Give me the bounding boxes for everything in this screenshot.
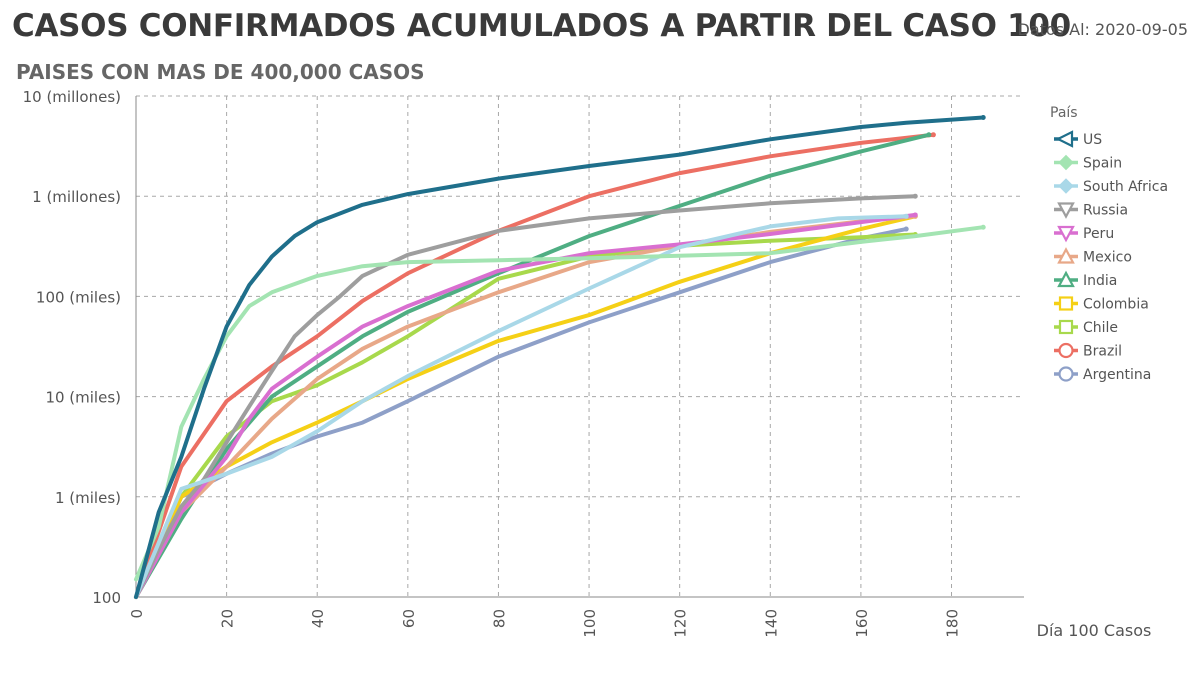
legend-item-spain: Spain	[1054, 154, 1122, 172]
series-line-chile	[134, 232, 918, 599]
y-tick-label: 100	[92, 589, 121, 607]
series-line-india	[134, 132, 931, 599]
legend-label: Argentina	[1083, 367, 1151, 383]
series-end-point	[926, 132, 932, 138]
x-tick-label: 160	[853, 609, 871, 638]
legend-marker-square	[1058, 319, 1074, 335]
legend-marker-triangle-up	[1057, 270, 1075, 288]
series-end-point	[912, 193, 918, 199]
series-line-brazil	[134, 132, 936, 599]
legend-item-russia: Russia	[1054, 202, 1128, 219]
legend-label: Spain	[1083, 156, 1122, 172]
legend-marker-triangle-up	[1057, 247, 1075, 264]
x-tick-label: 80	[490, 609, 508, 628]
series-end-point	[930, 132, 936, 138]
legend-marker-circle	[1058, 342, 1074, 359]
legend: País US Spain South Africa Russia Peru Mexico I…	[1050, 105, 1168, 383]
legend-marker-triangle-down	[1057, 202, 1075, 219]
legend-marker-square	[1058, 296, 1074, 311]
legend-item-india: India	[1054, 270, 1117, 289]
legend-title: País	[1050, 105, 1078, 121]
legend-item-colombia: Colombia	[1054, 296, 1149, 313]
chart-title: CASOS CONFIRMADOS ACUMULADOS A PARTIR DE…	[12, 8, 1071, 44]
x-tick-label: 20	[219, 609, 237, 628]
chart-subtitle: PAISES CON MAS DE 400,000 CASOS	[16, 60, 425, 84]
legend-label: Chile	[1083, 320, 1118, 336]
legend-marker-triangle-down	[1057, 225, 1075, 243]
legend-marker-diamond	[1058, 154, 1074, 171]
series-end-point	[912, 212, 918, 218]
x-tick-label: 0	[128, 609, 146, 619]
legend-item-argentina: Argentina	[1054, 366, 1151, 383]
legend-item-mexico: Mexico	[1054, 247, 1132, 266]
y-tick-label: 10 (millones)	[23, 88, 121, 106]
gridlines	[136, 95, 1024, 598]
y-tick-label: 100 (miles)	[36, 288, 121, 306]
axes: 100 1 (miles) 10 (miles) 100 (miles) 1 (mill…	[23, 88, 1152, 640]
y-tick-label: 1 (millones)	[32, 188, 121, 206]
legend-item-south-africa: South Africa	[1054, 178, 1168, 195]
y-tick-label: 10 (miles)	[45, 389, 121, 407]
legend-item-brazil: Brazil	[1054, 342, 1122, 360]
legend-label: Peru	[1083, 226, 1114, 242]
legend-marker-triangle-left	[1055, 130, 1074, 148]
series-end-point	[980, 224, 986, 230]
series-line-spain	[134, 225, 986, 582]
x-tick-label: 60	[400, 609, 418, 628]
legend-label: Russia	[1083, 203, 1128, 219]
series-line-us	[134, 115, 986, 599]
legend-label: Brazil	[1083, 344, 1122, 360]
x-axis-title: Día 100 Casos	[1037, 621, 1152, 640]
x-tick-label: 100	[581, 609, 599, 638]
series-end-point	[903, 226, 909, 232]
series-line-south-africa	[134, 214, 909, 599]
y-tick-label: 1 (miles)	[55, 489, 121, 507]
legend-item-us: US	[1054, 130, 1102, 148]
legend-item-peru: Peru	[1054, 225, 1114, 243]
data-date-label: Datos Al: 2020-09-05	[1017, 20, 1188, 39]
x-tick-label: 120	[672, 609, 690, 638]
series-lines	[134, 115, 986, 599]
legend-item-chile: Chile	[1054, 319, 1118, 336]
x-tick-label: 40	[309, 609, 327, 628]
legend-label: Colombia	[1083, 297, 1149, 313]
legend-marker-circle	[1058, 366, 1074, 382]
legend-marker-diamond	[1058, 178, 1074, 194]
x-tick-label: 140	[762, 609, 780, 638]
legend-label: India	[1083, 273, 1117, 289]
legend-label: Mexico	[1083, 250, 1132, 266]
legend-label: US	[1083, 132, 1102, 148]
series-end-point	[980, 115, 986, 121]
series-end-point	[903, 213, 909, 219]
series-line-mexico	[134, 214, 918, 599]
series-line-peru	[134, 212, 918, 599]
legend-label: South Africa	[1083, 179, 1168, 195]
x-tick-label: 180	[944, 609, 962, 638]
